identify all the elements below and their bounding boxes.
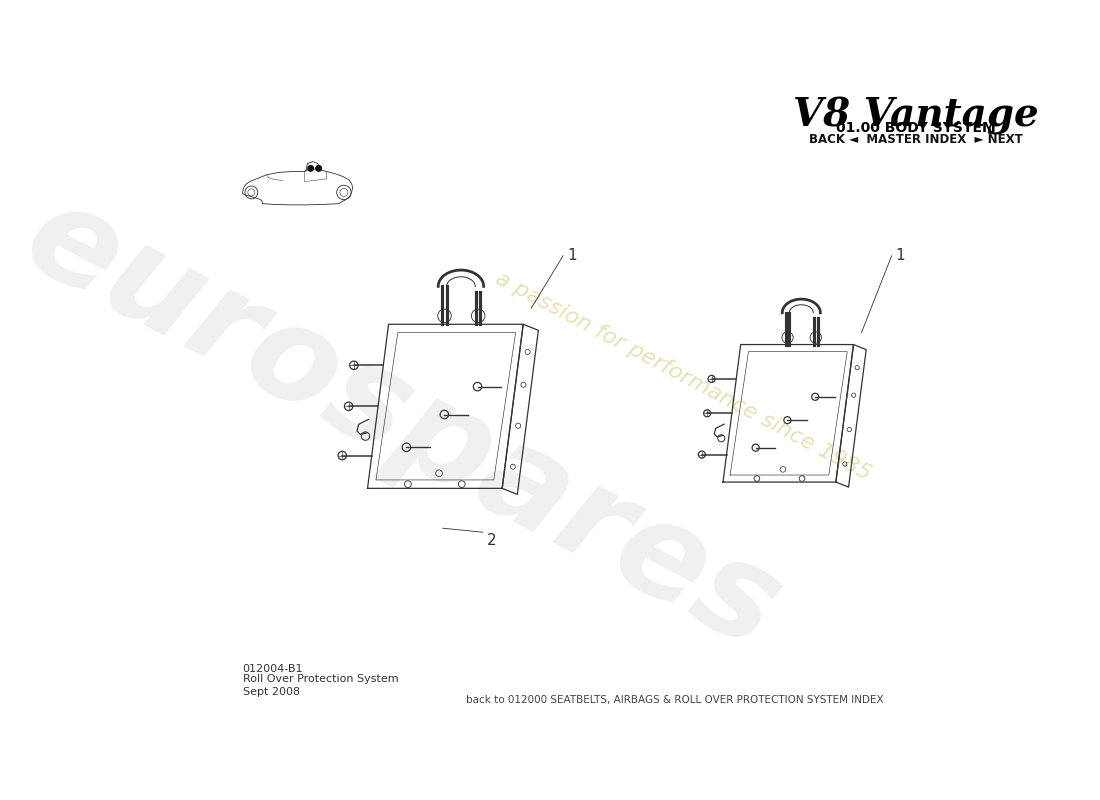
Text: a passion for performance since 1985: a passion for performance since 1985 — [492, 268, 874, 484]
Text: V8 Vantage: V8 Vantage — [793, 97, 1038, 135]
Text: 2: 2 — [487, 533, 496, 548]
Text: BACK ◄  MASTER INDEX  ► NEXT: BACK ◄ MASTER INDEX ► NEXT — [808, 133, 1023, 146]
Text: 01.00 BODY SYSTEM: 01.00 BODY SYSTEM — [836, 121, 996, 135]
Text: eurospares: eurospares — [4, 172, 801, 676]
Circle shape — [308, 166, 314, 171]
Text: back to 012000 SEATBELTS, AIRBAGS & ROLL OVER PROTECTION SYSTEM INDEX: back to 012000 SEATBELTS, AIRBAGS & ROLL… — [466, 694, 884, 705]
Text: 1: 1 — [895, 248, 905, 263]
Text: 1: 1 — [568, 248, 576, 263]
Text: 012004-B1: 012004-B1 — [242, 664, 302, 674]
Text: Sept 2008: Sept 2008 — [242, 686, 299, 697]
Circle shape — [316, 166, 321, 171]
Text: Roll Over Protection System: Roll Over Protection System — [242, 674, 398, 685]
